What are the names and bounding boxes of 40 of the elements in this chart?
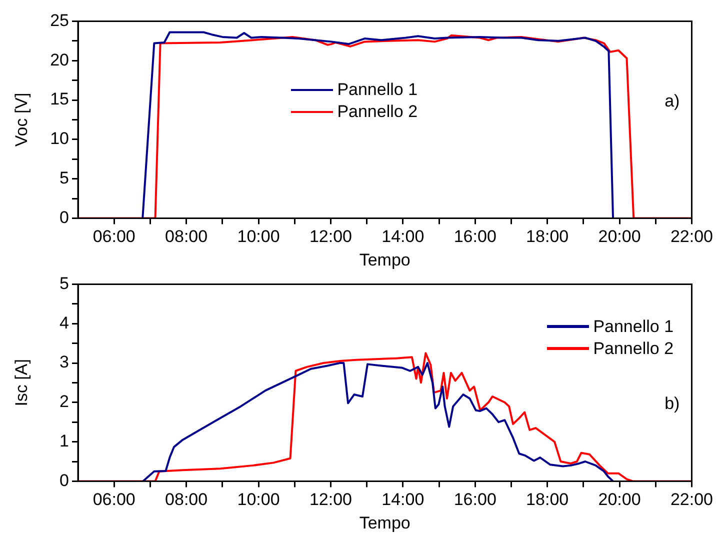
- x-tick-label: 14:00: [382, 490, 424, 510]
- y-tick-label: 5: [60, 274, 69, 293]
- y-axis-title: Isc [A]: [12, 359, 31, 406]
- legend-label: Pannello 1: [337, 79, 418, 101]
- legend-label: Pannello 2: [337, 101, 418, 123]
- x-tick-label: 12:00: [309, 490, 352, 510]
- y-tick-label: 3: [60, 352, 69, 372]
- x-tick-label: 08:00: [165, 490, 208, 510]
- y-tick-label: 1: [60, 431, 69, 450]
- x-tick-label: 06:00: [92, 227, 136, 246]
- y-tick-label: 0: [60, 208, 69, 227]
- legend-label: Pannello 2: [593, 338, 674, 360]
- x-tick-label: 10:00: [237, 227, 280, 246]
- x-tick-label: 20:00: [598, 490, 641, 510]
- y-tick-label: 5: [60, 168, 69, 188]
- x-tick-label: 22:00: [670, 227, 714, 246]
- x-axis-title: Tempo: [359, 513, 410, 532]
- x-axis-title: Tempo: [359, 250, 410, 270]
- y-tick-label: 25: [50, 10, 69, 30]
- y-tick-label: 4: [60, 313, 69, 332]
- x-tick-label: 20:00: [598, 227, 641, 246]
- x-tick-label: 12:00: [309, 227, 352, 246]
- x-tick-label: 10:00: [237, 490, 280, 510]
- y-tick-label: 2: [60, 392, 69, 412]
- y-axis-title: Voc [V]: [12, 92, 31, 147]
- x-tick-label: 14:00: [382, 227, 424, 246]
- x-tick-label: 16:00: [454, 227, 496, 246]
- y-tick-label: 15: [50, 90, 69, 109]
- x-tick-label: 22:00: [670, 490, 714, 510]
- y-tick-label: 20: [50, 50, 69, 70]
- y-tick-label: 0: [60, 470, 69, 490]
- annotation: a): [664, 92, 680, 111]
- annotation: b): [664, 394, 680, 414]
- x-tick-label: 16:00: [454, 490, 496, 510]
- x-tick-label: 18:00: [526, 490, 569, 510]
- y-tick-label: 10: [50, 129, 69, 148]
- x-tick-label: 18:00: [526, 227, 569, 246]
- x-tick-label: 08:00: [165, 227, 208, 246]
- legend-label: Pannello 1: [593, 316, 674, 338]
- x-tick-label: 06:00: [92, 490, 136, 510]
